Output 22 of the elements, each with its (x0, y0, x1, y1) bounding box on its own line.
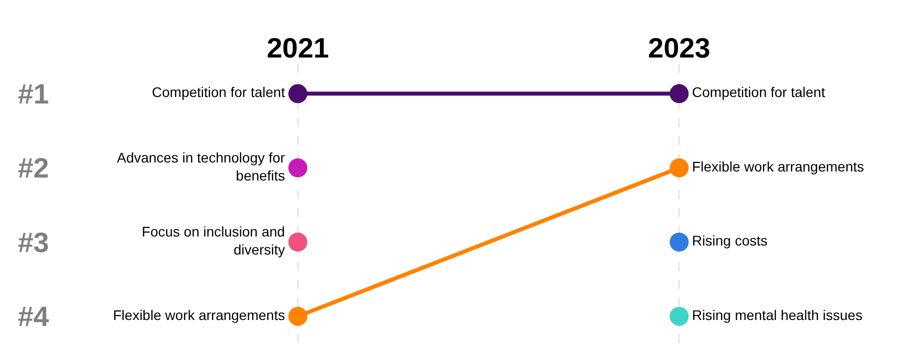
y-tick-label: #2 (18, 152, 49, 184)
x-tick-label: 2021 (266, 32, 329, 64)
text: Competition for talent (692, 84, 826, 100)
point (670, 84, 689, 104)
x-tick-label: 2023 (648, 32, 710, 64)
y-tick-label: #4 (18, 301, 50, 332)
series-label: Focus on inclusion and diversity (142, 224, 285, 258)
series-label: Advances in technology for benefits (116, 149, 286, 184)
y-tick-label: #3 (18, 226, 49, 258)
point (288, 158, 308, 178)
series-label: Rising mental health issues (692, 306, 862, 323)
point (288, 84, 308, 104)
point (288, 306, 308, 326)
point (670, 232, 689, 252)
series-label: Flexible work arrangements (113, 306, 285, 323)
series-label: Competition for talent (152, 84, 286, 100)
point (670, 306, 689, 326)
point (670, 158, 689, 178)
series-label: Rising costs (692, 232, 768, 249)
y-tick-label: #1 (18, 78, 49, 110)
point (288, 232, 308, 252)
text: Flexible work arrangements (692, 158, 864, 174)
